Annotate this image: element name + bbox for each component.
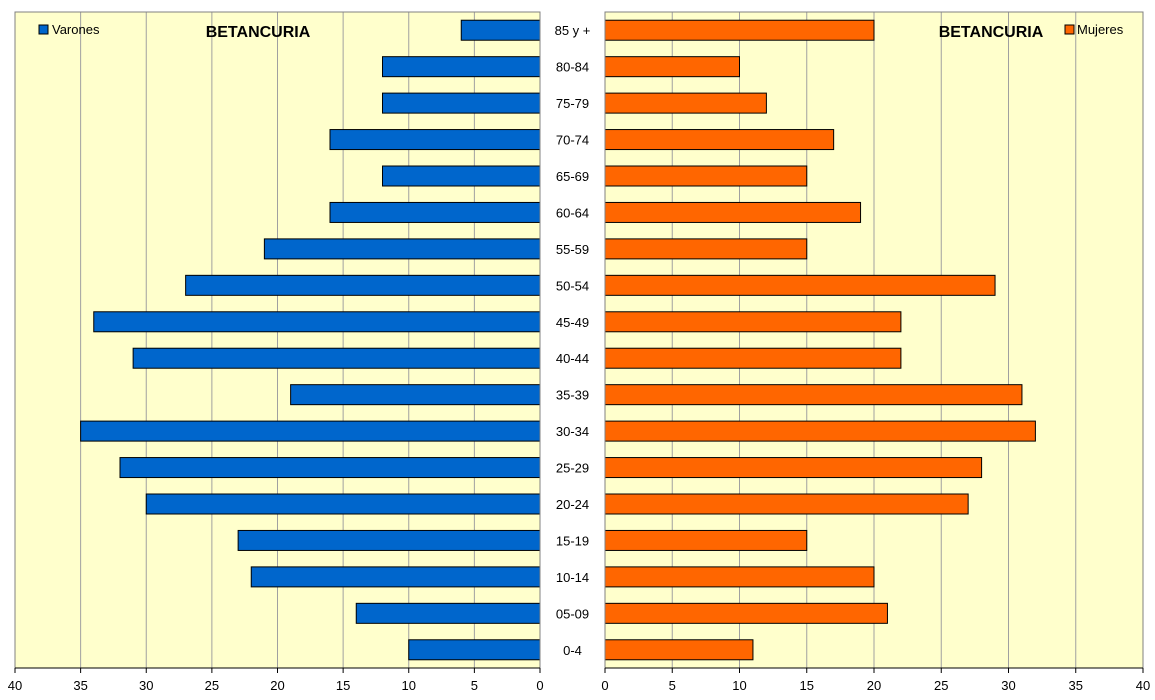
legend-swatch-mujeres bbox=[1064, 24, 1075, 35]
right-gridlines bbox=[671, 12, 1077, 668]
x-tick-label: 30 bbox=[1001, 678, 1015, 693]
bar-mujeres bbox=[604, 165, 808, 187]
age-group-label: 35-39 bbox=[556, 388, 589, 403]
left-panel: 40 35 30 25 20 15 10 5 0 Varones BETANCURIA bbox=[8, 11, 544, 693]
bar-mujeres bbox=[604, 56, 740, 78]
bar-mujeres bbox=[604, 274, 996, 296]
bar-varones bbox=[80, 420, 541, 442]
bar-mujeres bbox=[604, 529, 808, 551]
left-gridlines bbox=[80, 12, 475, 668]
age-group-label: 55-59 bbox=[556, 242, 589, 257]
bar-varones bbox=[329, 129, 541, 151]
x-tick-label: 15 bbox=[336, 678, 350, 693]
x-tick-label: 20 bbox=[270, 678, 284, 693]
bar-mujeres bbox=[604, 19, 875, 41]
bar-mujeres bbox=[604, 347, 902, 369]
right-bars bbox=[604, 19, 1036, 661]
x-tick-label: 25 bbox=[934, 678, 948, 693]
x-tick-label: 35 bbox=[1069, 678, 1083, 693]
bar-varones bbox=[355, 602, 541, 624]
bar-varones bbox=[382, 165, 541, 187]
bar-mujeres bbox=[604, 639, 754, 661]
left-x-axis: 40 35 30 25 20 15 10 5 0 bbox=[8, 667, 544, 693]
bar-varones bbox=[329, 201, 541, 223]
legend-swatch-varones bbox=[38, 24, 49, 35]
bar-mujeres bbox=[604, 311, 902, 333]
bar-mujeres bbox=[604, 493, 969, 515]
bar-mujeres bbox=[604, 92, 767, 114]
bar-mujeres bbox=[604, 129, 835, 151]
bar-mujeres bbox=[604, 238, 808, 260]
age-group-label: 0-4 bbox=[563, 643, 582, 658]
bar-varones bbox=[132, 347, 541, 369]
bar-mujeres bbox=[604, 420, 1036, 442]
right-x-axis: 0 5 10 15 20 25 30 35 40 bbox=[601, 667, 1150, 693]
bar-varones bbox=[382, 56, 541, 78]
right-chart-title: BETANCURIA bbox=[939, 24, 1044, 41]
age-group-label: 60-64 bbox=[556, 205, 589, 220]
x-tick-label: 25 bbox=[205, 678, 219, 693]
age-group-label: 15-19 bbox=[556, 533, 589, 548]
x-tick-label: 10 bbox=[402, 678, 416, 693]
left-chart-title: BETANCURIA bbox=[206, 24, 311, 41]
left-legend: Varones bbox=[38, 22, 100, 37]
age-group-label: 45-49 bbox=[556, 315, 589, 330]
legend-label-mujeres: Mujeres bbox=[1077, 22, 1124, 37]
age-group-label: 80-84 bbox=[556, 60, 589, 75]
bar-mujeres bbox=[604, 384, 1023, 406]
right-panel: 0 5 10 15 20 25 30 35 40 Mujeres BETANCURIA bbox=[601, 11, 1150, 693]
age-group-label: 30-34 bbox=[556, 424, 589, 439]
bar-varones bbox=[250, 566, 541, 588]
x-tick-label: 15 bbox=[800, 678, 814, 693]
x-tick-label: 40 bbox=[8, 678, 22, 693]
age-group-label: 75-79 bbox=[556, 96, 589, 111]
x-tick-label: 0 bbox=[601, 678, 608, 693]
right-legend: Mujeres bbox=[1064, 22, 1124, 37]
bar-mujeres bbox=[604, 566, 875, 588]
bar-varones bbox=[145, 493, 541, 515]
x-tick-label: 20 bbox=[867, 678, 881, 693]
x-tick-label: 10 bbox=[732, 678, 746, 693]
age-group-label: 85 y + bbox=[555, 23, 591, 38]
bar-varones bbox=[119, 457, 541, 479]
bar-varones bbox=[460, 19, 541, 41]
age-group-label: 65-69 bbox=[556, 169, 589, 184]
age-group-label: 20-24 bbox=[556, 497, 589, 512]
left-bars bbox=[80, 19, 541, 661]
age-group-axis: 0-4 05-09 10-14 15-19 20-24 25-29 30-34 35-39 40… bbox=[555, 23, 591, 658]
age-group-label: 05-09 bbox=[556, 606, 589, 621]
age-group-label: 25-29 bbox=[556, 461, 589, 476]
x-tick-label: 35 bbox=[73, 678, 87, 693]
x-tick-label: 30 bbox=[139, 678, 153, 693]
bar-varones bbox=[93, 311, 541, 333]
x-tick-label: 5 bbox=[471, 678, 478, 693]
age-group-label: 40-44 bbox=[556, 351, 589, 366]
bar-varones bbox=[237, 529, 541, 551]
bar-mujeres bbox=[604, 602, 888, 624]
bar-varones bbox=[290, 384, 541, 406]
bar-varones bbox=[382, 92, 541, 114]
bar-mujeres bbox=[604, 457, 983, 479]
x-tick-label: 5 bbox=[669, 678, 676, 693]
legend-label-varones: Varones bbox=[52, 22, 100, 37]
age-group-label: 10-14 bbox=[556, 570, 589, 585]
bar-varones bbox=[263, 238, 541, 260]
age-group-label: 70-74 bbox=[556, 133, 589, 148]
bar-varones bbox=[185, 274, 541, 296]
bar-varones bbox=[408, 639, 541, 661]
age-group-label: 50-54 bbox=[556, 278, 589, 293]
bar-mujeres bbox=[604, 201, 862, 223]
x-tick-label: 40 bbox=[1136, 678, 1150, 693]
x-tick-label: 0 bbox=[536, 678, 543, 693]
